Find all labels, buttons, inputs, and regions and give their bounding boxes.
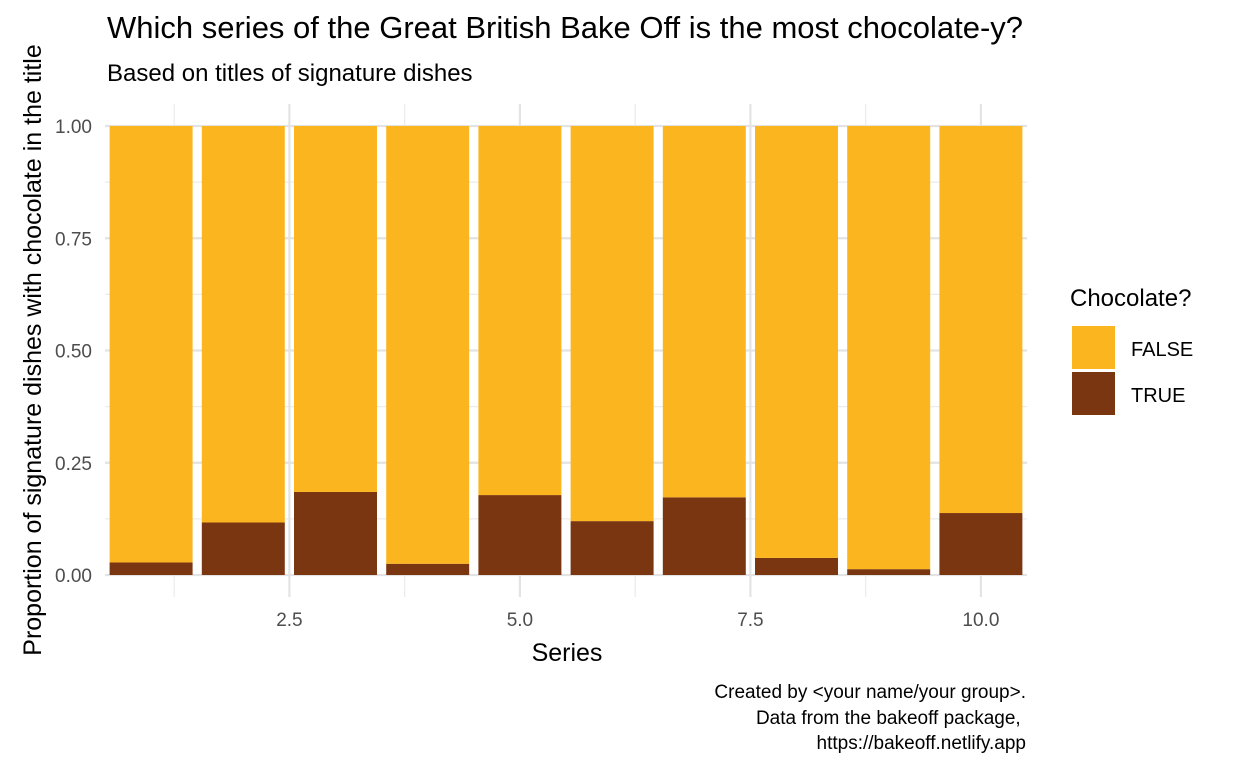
bars: [109, 126, 1023, 575]
bar-series-3-true: [294, 491, 377, 575]
caption-line-3: https://bakeoff.netlify.app: [817, 733, 1027, 754]
bar-series-5-false: [478, 126, 562, 496]
bar-series-6-false: [570, 126, 654, 522]
y-tick-label: 0.75: [55, 229, 92, 250]
bar-series-10-true: [939, 513, 1023, 575]
chart-title: Which series of the Great British Bake O…: [107, 10, 1023, 45]
x-tick-label: 10.0: [962, 610, 999, 631]
x-axis: 2.5 5.0 7.5 10.0: [276, 610, 999, 631]
legend-title: Chocolate?: [1070, 285, 1191, 312]
y-axis: 0.00 0.25 0.50 0.75 1.00: [55, 117, 92, 587]
bar-series-2-true: [201, 522, 285, 575]
bar-series-10-false: [939, 126, 1023, 514]
bar-series-1-false: [109, 126, 193, 563]
x-tick-label: 5.0: [507, 610, 533, 631]
bar-series-5-true: [478, 495, 562, 575]
legend-key-false: [1072, 326, 1115, 369]
caption-line-2: Data from the bakeoff package,: [756, 708, 1026, 729]
legend-key-true: [1072, 372, 1115, 415]
y-tick-label: 0.00: [55, 566, 92, 587]
bar-series-7-true: [662, 497, 746, 575]
legend: Chocolate? FALSE TRUE: [1070, 285, 1193, 415]
legend-label-false: FALSE: [1131, 339, 1193, 361]
x-tick-label: 7.5: [737, 610, 763, 631]
x-axis-title: Series: [532, 639, 603, 667]
bar-series-3-false: [294, 126, 377, 492]
bar-series-9-true: [847, 569, 931, 575]
y-tick-label: 1.00: [55, 117, 92, 138]
bar-series-8-true: [755, 557, 838, 575]
bar-series-6-true: [570, 521, 654, 575]
y-tick-label: 0.25: [55, 454, 92, 475]
bar-series-9-false: [847, 126, 931, 570]
bar-series-1-true: [109, 562, 193, 575]
y-tick-label: 0.50: [55, 342, 92, 363]
x-tick-label: 2.5: [276, 610, 302, 631]
bar-series-8-false: [755, 126, 838, 558]
chart-subtitle: Based on titles of signature dishes: [107, 60, 473, 87]
y-axis-title: Proportion of signature dishes with choc…: [19, 44, 47, 655]
bar-series-4-true: [386, 563, 470, 575]
legend-label-true: TRUE: [1131, 385, 1185, 407]
caption-line-1: Created by <your name/your group>.: [714, 682, 1026, 703]
caption: Created by <your name/your group>. Data …: [714, 682, 1026, 754]
bar-series-7-false: [662, 126, 746, 498]
bar-series-2-false: [201, 126, 285, 523]
bar-series-4-false: [386, 126, 470, 564]
